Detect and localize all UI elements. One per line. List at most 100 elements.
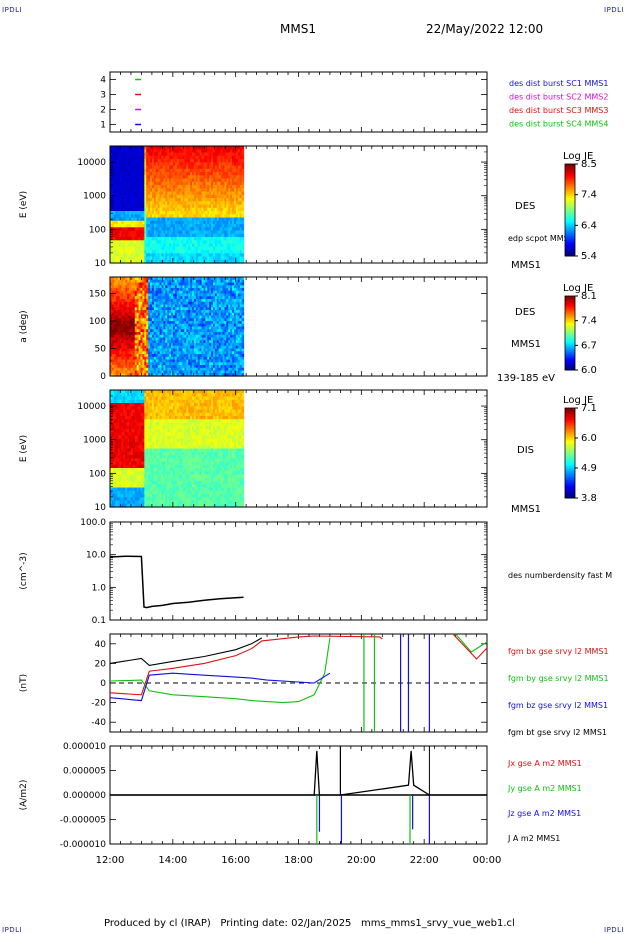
panel-des-energy-cb-cell <box>565 251 575 254</box>
panel-dis-energy-cb-cell <box>565 493 575 496</box>
panel-des-energy-cb-cell <box>565 170 575 173</box>
panel-des-pitch-cb-cell <box>565 298 575 301</box>
panel-des-energy-cb-cell <box>565 191 575 194</box>
panel-des-pitch-cb-cell <box>565 320 575 323</box>
panel-dis-energy-cb-cell <box>565 486 575 488</box>
panel-bfield-legend-3: fgm bz gse srvy l2 MMS1 <box>508 701 608 710</box>
panel-dis-energy-cb-cell <box>565 439 575 442</box>
panel-des-energy-cb-cell <box>565 249 575 252</box>
panel-dis-energy-cb-tick-label: 4.9 <box>581 463 597 474</box>
panel-des-energy-cb-cell <box>565 165 575 168</box>
panel-dis-energy-cb-cell <box>565 421 575 424</box>
panel-current-legend-3: Jz gse A m2 MMS1 <box>507 809 581 818</box>
panel-des-energy-cb-cell <box>565 219 575 222</box>
panel-bfield-series-3 <box>109 672 331 702</box>
panel-des-energy-cb-cell <box>565 208 575 211</box>
panel-des-pitch-cb-cell <box>565 333 575 335</box>
panel-des-energy-cb-cell <box>565 228 575 231</box>
panel-des-energy-cb-cell <box>565 197 575 200</box>
panel-dis-energy-cb-cell <box>565 450 575 452</box>
panel-des-energy-cb-cell <box>565 254 575 257</box>
panel-des-energy-cb-cell <box>565 187 575 190</box>
panel-des-pitch-cb-frame <box>564 295 576 371</box>
page-title: MMS1 <box>280 22 316 36</box>
panel-des-pitch-ylabel: a (deg) <box>19 310 29 342</box>
panel-des-pitch-cb-cell <box>565 353 575 356</box>
panel-des-energy-cb-cell <box>565 243 575 246</box>
panel-des-pitch-cb-cell <box>565 323 575 325</box>
panel-dis-energy-cb-cell <box>565 438 575 440</box>
panel-des-pitch-cb-cell <box>565 329 575 332</box>
panel-current-xtick-label-3: 16:00 <box>221 855 250 866</box>
panel-dis-energy-cb-cell <box>565 454 575 457</box>
panel-burst-legend-3: des dist burst SC3 MMS3 <box>509 106 608 115</box>
panel-des-energy-cb-tick-label: 7.4 <box>581 190 597 201</box>
panel-des-energy-cb-cell <box>565 229 575 232</box>
panel-des-energy-ytick-label: 100 <box>89 225 106 235</box>
panel-des-energy-cb-tick-label: 8.5 <box>581 159 597 170</box>
panel-burst-ytick-label: 4 <box>100 76 106 86</box>
panel-des-energy-cb-frame <box>564 163 576 257</box>
panel-density-legend: des numberdensity fast M <box>508 571 612 580</box>
panel-dis-energy-cb-tick-label: 6.0 <box>581 433 597 444</box>
corner-label-tr: IPDLI <box>604 6 625 14</box>
panel-current-xtick-label-2: 14:00 <box>158 855 187 866</box>
panel-des-pitch-cb-cell <box>565 350 575 352</box>
panel-bfield-ylabel: (nT) <box>19 674 29 692</box>
panel-des-pitch-cb-cell <box>565 351 575 354</box>
panel-density-ytick-label: 1.0 <box>92 583 107 593</box>
panel-dis-energy-cb-cell <box>565 472 575 475</box>
panel-dis-energy-cb-tick-label: 7.1 <box>581 403 597 414</box>
footer: Produced by cl (IRAP) Printing date: 02/… <box>104 918 515 929</box>
panel-bfield-legend-2: fgm by gse srvy l2 MMS1 <box>508 674 609 683</box>
panel-des-pitch-cb-cell <box>565 308 575 311</box>
panel-des-energy-cb-cell <box>565 231 575 234</box>
panel-des-energy-cb-cell <box>565 248 575 251</box>
panel-dis-energy-cb-cell <box>565 423 575 425</box>
panel-des-pitch-cb-cell <box>565 340 575 343</box>
panel-bfield-ytick-label: -40 <box>91 718 106 728</box>
panel-des-energy-cells <box>110 146 245 264</box>
panel-des-energy-cb-cell <box>565 222 575 225</box>
panel-des-energy-cb-cell <box>565 216 575 219</box>
panel-des-pitch-cb-cell <box>565 299 575 302</box>
panel-des-pitch-ytick-label: 100 <box>89 317 106 327</box>
panel-dis-energy-cb-cell <box>565 448 575 451</box>
panel-dis-energy-cb-cell <box>565 411 575 413</box>
panel-des-energy-cb-cell <box>565 236 575 239</box>
panel-des-energy-cb-cell <box>565 194 575 197</box>
panel-dis-energy-cb-cell <box>565 408 575 410</box>
panel-dis-energy-cb-cell <box>565 463 575 466</box>
panel-des-energy-cb-cell <box>565 246 575 249</box>
panel-burst-legend-1: des dist burst SC1 MMS1 <box>509 79 608 88</box>
panel-des-energy-cb-cell <box>565 217 575 220</box>
panel-dis-energy-cb-cell <box>565 468 575 470</box>
panel-des-pitch-cb-cell <box>565 365 575 367</box>
panel-bfield-series-1 <box>109 635 383 696</box>
panel-des-energy-cb-cell <box>565 164 575 167</box>
panel-dis-energy-cb-cell <box>565 453 575 455</box>
panel-des-pitch-cb-cell <box>565 313 575 315</box>
footer-printing: Printing date: 02/Jan/2025 <box>220 918 352 929</box>
panel-des-energy-cb-cell <box>565 213 575 216</box>
panel-des-pitch-cb-cell <box>565 328 575 330</box>
panel-dis-energy-cb-cell <box>565 417 575 419</box>
panel-des-energy-cb-cell <box>565 240 575 243</box>
panel-dis-energy-cb-cell <box>565 445 575 448</box>
footer-produced: Produced by cl (IRAP) <box>104 918 211 929</box>
panel-bfield-ytick-label: 40 <box>95 640 107 650</box>
panel-density-ylabel: (cm^-3) <box>19 552 29 589</box>
panel-des-energy-cb-cell <box>565 239 575 242</box>
panel-des-pitch-cb-cell <box>565 362 575 365</box>
panel-des-pitch-cb-cell <box>565 326 575 329</box>
panel-dis-energy-cb-cell <box>565 429 575 431</box>
panel-des-pitch-cb-cell <box>565 344 575 346</box>
panel-dis-energy-ytick-label: 1000 <box>83 436 106 446</box>
panel-current-ylabel: (A/m2) <box>19 780 29 811</box>
panel-des-pitch-cb-cell <box>565 319 575 322</box>
panel-current-ytick-label: 0.000000 <box>63 791 106 801</box>
panel-des-energy-cb-cell <box>565 233 575 236</box>
panel-des-energy-cb-cell <box>565 188 575 191</box>
panel-current-xtick-label-5: 20:00 <box>347 855 376 866</box>
